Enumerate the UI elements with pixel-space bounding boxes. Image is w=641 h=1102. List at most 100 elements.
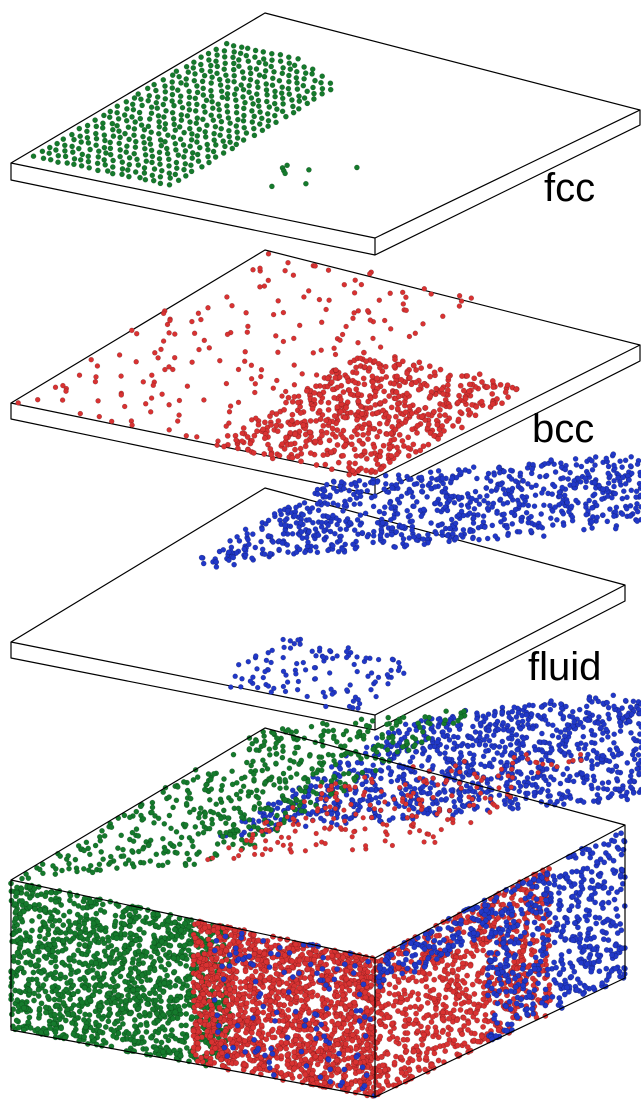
bcc-atom	[240, 425, 247, 431]
fluid-atom	[265, 683, 272, 689]
fcc-atom	[87, 851, 93, 858]
fcc-atom	[123, 99, 130, 105]
fcc-atom	[52, 871, 59, 877]
fcc-atom	[262, 762, 268, 768]
fluid-atom	[515, 779, 522, 786]
fluid-atom	[570, 778, 577, 785]
fluid-atom	[403, 542, 410, 549]
bcc-atom	[393, 389, 400, 396]
bcc-atom	[418, 806, 425, 813]
bcc-atom	[435, 435, 442, 442]
bcc-atom	[309, 405, 316, 412]
fcc-atom	[148, 147, 155, 154]
fcc-atom	[283, 785, 290, 791]
fluid-atom	[484, 505, 491, 512]
bcc-atom	[298, 450, 305, 457]
fcc-atom	[83, 839, 90, 846]
fcc-atom	[19, 875, 25, 882]
fcc-atom	[97, 834, 103, 840]
fcc-atom	[273, 750, 280, 757]
bcc-atom	[227, 403, 234, 409]
fcc-atom	[131, 126, 138, 132]
bcc-atom	[289, 454, 296, 461]
fcc-atom	[75, 947, 82, 954]
bcc-atom	[436, 412, 443, 419]
fcc-atom	[253, 747, 260, 753]
fcc-atom	[405, 747, 412, 754]
fluid-atom	[335, 502, 341, 508]
fcc-atom	[212, 123, 219, 130]
fcc-atom	[149, 153, 156, 160]
fcc-atom	[359, 769, 366, 776]
fluid-atom	[549, 491, 556, 497]
fcc-atom	[269, 183, 275, 190]
bcc-atom	[408, 410, 415, 417]
fcc-atom	[160, 77, 167, 83]
fcc-atom	[177, 136, 184, 142]
fluid-atom	[428, 520, 434, 526]
bcc-atom	[471, 375, 478, 382]
bcc-atom	[348, 434, 355, 440]
fcc-atom	[345, 770, 352, 777]
fcc-atom	[298, 787, 304, 794]
fluid-atom	[581, 526, 587, 533]
fcc-atom	[189, 155, 195, 161]
fcc-atom	[232, 97, 239, 103]
fluid-atom	[508, 750, 515, 756]
fcc-atom	[135, 833, 142, 839]
fluid-atom	[254, 666, 260, 672]
bcc-atom	[430, 834, 436, 840]
fluid-atom	[294, 660, 300, 667]
bcc-atom	[376, 364, 383, 371]
bcc-atom	[291, 362, 297, 368]
fluid-atom	[293, 671, 299, 677]
bcc-atom	[341, 282, 347, 288]
fluid-atom	[537, 789, 544, 795]
fcc-atom	[205, 153, 211, 160]
fcc-atom	[158, 167, 165, 174]
fluid-atom	[408, 476, 414, 483]
bcc-atom	[406, 333, 413, 340]
fluid-atom	[382, 481, 389, 487]
bcc-atom	[384, 831, 390, 838]
fcc-atom	[110, 126, 116, 133]
fcc-atom	[202, 128, 208, 135]
bcc-atom	[332, 433, 339, 440]
fcc-atom	[37, 866, 43, 873]
bcc-atom	[388, 326, 394, 332]
fcc-atom	[92, 842, 99, 849]
fcc-atom	[176, 124, 183, 130]
fluid-atom	[576, 745, 582, 752]
fluid-atom	[605, 470, 612, 477]
bcc-atom	[265, 251, 272, 257]
fcc-atom	[260, 49, 267, 55]
bcc-atom	[458, 298, 465, 304]
fluid-atom	[428, 475, 435, 482]
fcc-atom	[352, 720, 359, 727]
fluid-atom	[599, 780, 606, 786]
bcc-atom	[554, 764, 560, 770]
fluid-atom	[491, 472, 498, 478]
fluid-atom	[418, 488, 425, 495]
bcc-atom	[444, 777, 450, 784]
bcc-atom	[347, 786, 353, 793]
fcc-atom	[174, 850, 180, 856]
bcc-atom	[350, 315, 356, 321]
bcc-atom	[331, 413, 338, 419]
bcc-atom	[306, 288, 312, 294]
fcc-atom	[148, 104, 155, 110]
fluid-atom	[411, 481, 418, 488]
fcc-atom	[124, 143, 130, 149]
fcc-atom	[162, 126, 168, 132]
fcc-atom	[106, 114, 113, 120]
fcc-atom	[265, 805, 272, 812]
fcc-atom	[422, 714, 428, 720]
bcc-atom	[377, 399, 384, 406]
bcc-atom	[295, 399, 301, 406]
bcc-atom	[322, 461, 329, 468]
fluid-atom	[295, 678, 302, 685]
bcc-atom	[372, 393, 378, 400]
fluid-atom	[260, 674, 266, 681]
bcc-atom	[291, 382, 298, 388]
fcc-atom	[288, 774, 294, 781]
